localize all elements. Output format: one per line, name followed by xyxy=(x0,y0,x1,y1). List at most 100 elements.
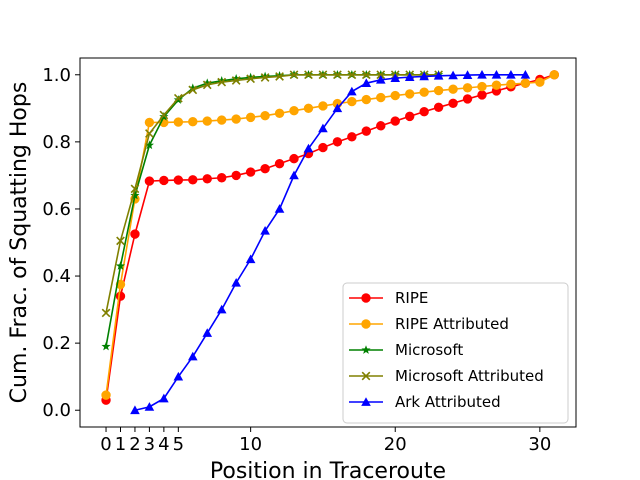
series-line-ark-attributed xyxy=(134,73,526,412)
data-point-microsoft xyxy=(188,83,198,93)
data-point-ripe xyxy=(318,142,328,153)
data-point-ripe-attributed xyxy=(318,101,328,111)
data-point-ripe xyxy=(332,137,343,147)
data-point-microsoft xyxy=(101,341,111,351)
data-point-microsoft-attributed xyxy=(173,93,183,103)
data-point-ark-attributed xyxy=(216,304,227,314)
data-point-microsoft xyxy=(115,261,126,270)
data-point-ark-attributed xyxy=(274,204,285,213)
data-point-microsoft-attributed xyxy=(116,236,125,246)
data-point-ripe-attributed xyxy=(231,114,241,124)
data-point-ark-attributed xyxy=(390,73,401,82)
data-point-ripe xyxy=(202,174,212,184)
data-point-microsoft xyxy=(130,190,140,200)
data-point-ripe-attributed xyxy=(491,80,502,90)
data-point-ripe-attributed xyxy=(347,96,357,107)
data-point-ark-attributed xyxy=(159,393,169,403)
data-point-microsoft-attributed xyxy=(130,184,140,194)
data-point-ripe-attributed xyxy=(361,94,372,105)
data-point-ripe-attributed xyxy=(535,77,545,87)
data-point-ark-attributed xyxy=(347,86,357,96)
data-point-microsoft xyxy=(231,74,241,83)
y-tick-label: 1.0 xyxy=(42,65,71,86)
axes-frame xyxy=(79,57,577,428)
data-point-ripe xyxy=(347,132,357,142)
data-point-ripe xyxy=(130,229,140,239)
data-point-ripe xyxy=(462,94,473,104)
series-ripe-attributed xyxy=(101,70,560,400)
legend: RIPE RIPE Attributed Microsoft Microsoft At… xyxy=(342,282,569,424)
data-point-ripe-attributed xyxy=(376,92,386,103)
data-point-microsoft xyxy=(217,76,227,85)
data-point-microsoft-attributed xyxy=(202,80,212,90)
legend-marker-ripe xyxy=(361,293,371,303)
data-point-ripe-attributed xyxy=(101,390,111,400)
data-point-ripe-attributed xyxy=(506,79,516,89)
data-point-ripe xyxy=(448,98,458,108)
data-point-ark-attributed xyxy=(404,72,415,81)
data-point-ripe xyxy=(419,106,429,117)
data-point-microsoft xyxy=(260,71,270,81)
data-point-ripe xyxy=(231,170,241,181)
x-tick-label: 0 xyxy=(100,434,111,455)
data-point-ripe xyxy=(159,175,169,186)
data-point-ark-attributed xyxy=(260,225,270,235)
data-point-ark-attributed xyxy=(462,70,473,79)
data-point-ripe-attributed xyxy=(217,115,227,125)
y-axis-label: Cum. Frac. of Squatting Hops xyxy=(7,82,32,404)
data-point-ripe xyxy=(376,121,386,131)
data-point-microsoft-attributed xyxy=(231,76,241,85)
x-tick-label: 10 xyxy=(239,434,262,455)
data-point-microsoft-attributed xyxy=(101,308,111,318)
data-point-ripe-attributed xyxy=(448,84,458,94)
data-point-microsoft-attributed xyxy=(333,70,342,80)
data-point-microsoft-attributed xyxy=(260,73,270,82)
data-point-ark-attributed xyxy=(433,70,444,80)
x-tick-label: 4 xyxy=(158,434,169,455)
x-tick-label: 30 xyxy=(528,434,551,455)
legend-marker-ripe-attributed xyxy=(361,319,371,329)
y-tick-label: 0.2 xyxy=(42,333,71,354)
data-point-ripe xyxy=(390,116,400,126)
data-point-ark-attributed xyxy=(477,69,487,79)
data-point-microsoft xyxy=(202,78,212,88)
data-point-ripe-attributed xyxy=(115,279,126,290)
data-point-ripe xyxy=(188,175,198,185)
data-point-ripe-attributed xyxy=(289,105,299,116)
data-point-ark-attributed xyxy=(419,71,429,81)
series-line-microsoft-attributed xyxy=(105,73,439,314)
data-point-ark-attributed xyxy=(144,402,155,411)
plot-area xyxy=(101,69,560,415)
data-point-ripe xyxy=(115,291,126,301)
series-ark-attributed xyxy=(130,69,531,415)
data-point-ark-attributed xyxy=(187,351,198,361)
data-point-microsoft-attributed xyxy=(159,110,169,120)
y-tick-label: 0.8 xyxy=(42,132,71,153)
data-point-microsoft-attributed xyxy=(361,70,371,80)
data-point-ripe-attributed xyxy=(433,85,444,96)
data-point-ark-attributed xyxy=(202,328,213,337)
data-point-ripe xyxy=(289,153,299,164)
data-point-ark-attributed xyxy=(520,69,531,79)
y-tick-label: 0.0 xyxy=(42,400,71,421)
x-tick-label: 1 xyxy=(115,434,126,455)
y-axis: 0.0 0.2 0.4 0.6 0.8 1.0 xyxy=(42,65,80,421)
legend-label-microsoft: Microsoft xyxy=(395,341,463,359)
legend-marker-microsoft xyxy=(361,345,371,354)
data-point-microsoft xyxy=(173,95,183,104)
data-point-microsoft-attributed xyxy=(304,70,313,80)
y-tick-label: 0.6 xyxy=(42,199,71,220)
data-point-ripe-attributed xyxy=(144,117,155,128)
data-point-ripe xyxy=(173,175,184,185)
data-point-ark-attributed xyxy=(303,143,314,153)
y-tick-label: 0.4 xyxy=(42,266,71,287)
data-point-microsoft-attributed xyxy=(246,74,256,84)
x-axis-label: Position in Traceroute xyxy=(210,459,446,480)
x-tick-label: 2 xyxy=(129,434,140,455)
data-point-ripe xyxy=(361,126,372,136)
data-point-microsoft-attributed xyxy=(188,85,198,95)
legend-marker-ark-attributed xyxy=(361,397,371,406)
data-point-ripe xyxy=(217,173,227,183)
x-axis: 0 1 2 3 4 5 10 20 30 xyxy=(100,427,551,455)
data-point-ripe xyxy=(144,176,155,186)
